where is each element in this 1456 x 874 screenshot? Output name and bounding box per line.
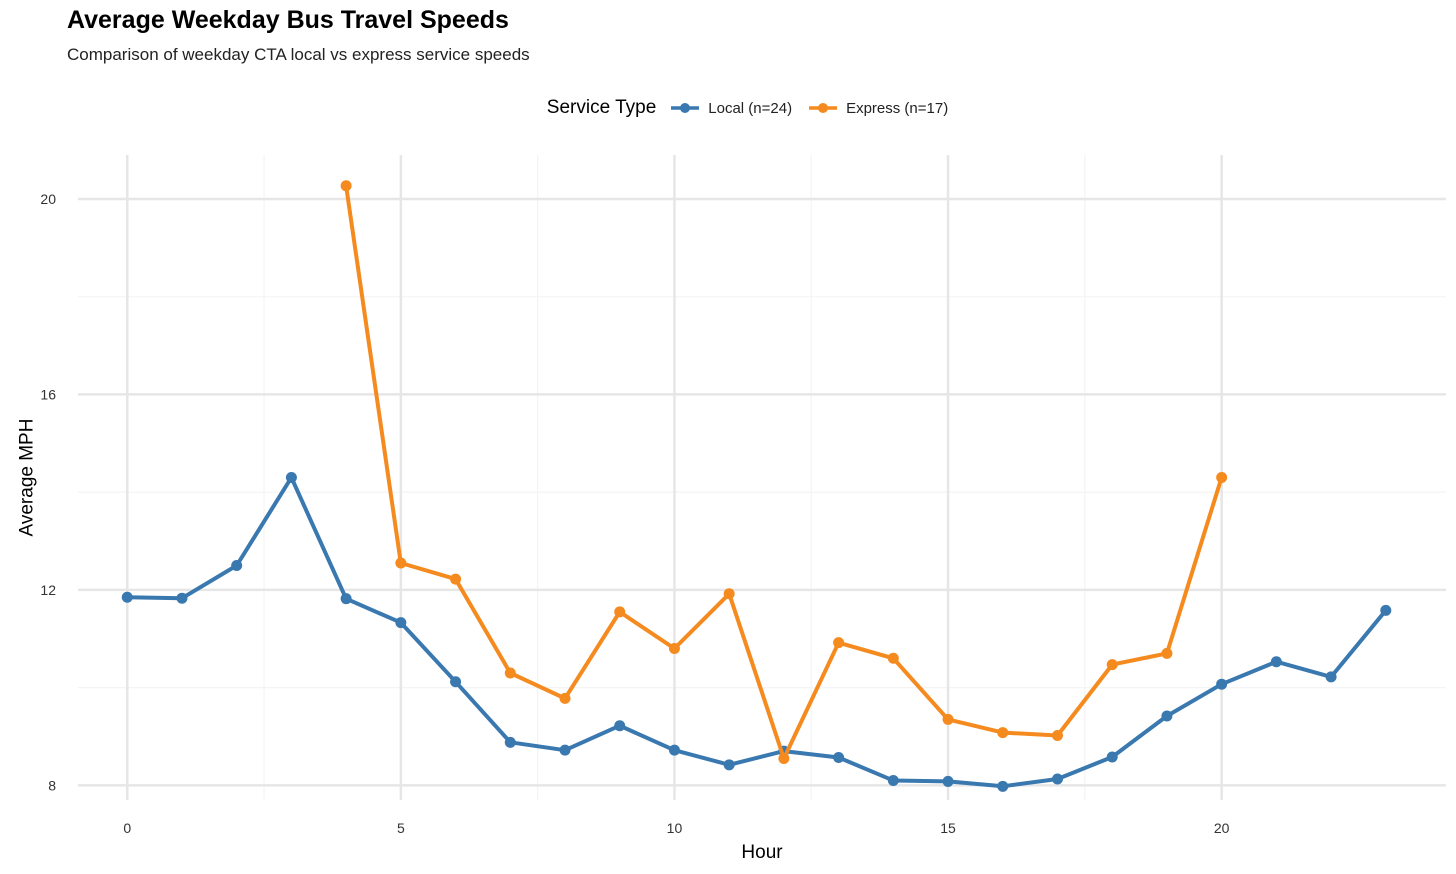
data-point: [1216, 678, 1228, 690]
data-point: [833, 751, 845, 763]
data-point: [504, 667, 516, 679]
data-point: [723, 588, 735, 600]
data-point: [285, 472, 297, 483]
x-tick-labels: 0 5 10 15 20: [123, 820, 1229, 836]
data-point: [723, 759, 735, 771]
data-point: [231, 559, 243, 571]
data-point: [121, 591, 133, 603]
legend-label-local: Local (n=24): [708, 99, 793, 117]
grid-lines: [78, 155, 1446, 800]
data-point: [395, 617, 407, 629]
legend-item-local: Local (n=24): [670, 100, 792, 117]
series-layer: [121, 180, 1392, 792]
legend-key-local: [671, 103, 700, 113]
data-point: [504, 736, 516, 748]
series-line: [125, 475, 1388, 789]
data-point: [1161, 710, 1173, 722]
data-point: [395, 557, 407, 569]
data-point: [668, 744, 680, 756]
x-axis-title: Hour: [741, 842, 783, 863]
series-line: [344, 183, 1224, 761]
data-point: [340, 180, 352, 192]
data-point: [1106, 659, 1118, 671]
legend-item-express: Express (n=17): [808, 100, 948, 117]
data-point: [176, 592, 188, 604]
data-point: [942, 775, 954, 787]
data-point: [614, 606, 626, 618]
x-tick-label: 10: [667, 820, 683, 836]
chart-subtitle: Comparison of weekday CTA local vs expre…: [67, 45, 530, 64]
data-point: [1380, 604, 1392, 616]
data-point: [450, 676, 462, 688]
data-point: [559, 692, 571, 704]
y-tick-label: 8: [48, 777, 56, 793]
data-point: [1325, 671, 1337, 683]
data-point: [778, 752, 790, 764]
data-point: [1051, 730, 1063, 741]
data-point: [1106, 751, 1118, 763]
legend-label-express: Express (n=17): [846, 99, 949, 117]
y-tick-label: 12: [40, 582, 56, 598]
x-tick-label: 5: [397, 820, 405, 836]
data-point: [559, 744, 571, 756]
series-express: [340, 180, 1228, 764]
data-point: [1270, 656, 1282, 668]
legend: Service Type Local (n=24) Express (n=17): [0, 96, 1456, 120]
data-point: [887, 774, 899, 786]
legend-key-express: [809, 103, 838, 113]
x-tick-label: 0: [123, 820, 131, 836]
y-axis-title: Average MPH: [17, 419, 38, 537]
y-tick-labels: 8 12 16 20: [40, 191, 56, 793]
data-point: [1051, 773, 1063, 785]
data-point: [668, 643, 680, 655]
data-point: [614, 720, 626, 732]
y-tick-label: 16: [40, 386, 56, 402]
y-tick-label: 20: [40, 191, 56, 207]
x-tick-label: 20: [1214, 820, 1230, 836]
data-point: [833, 637, 845, 649]
data-point: [887, 652, 899, 664]
data-point: [997, 727, 1009, 739]
data-point: [450, 573, 462, 585]
data-point: [1216, 472, 1228, 483]
x-tick-label: 15: [940, 820, 956, 836]
data-point: [997, 780, 1009, 792]
data-point: [942, 713, 954, 725]
data-point: [340, 593, 352, 605]
series-local: [121, 472, 1392, 792]
legend-title: Service Type: [546, 97, 657, 118]
data-point: [1161, 647, 1173, 659]
chart-title: Average Weekday Bus Travel Speeds: [67, 6, 509, 34]
